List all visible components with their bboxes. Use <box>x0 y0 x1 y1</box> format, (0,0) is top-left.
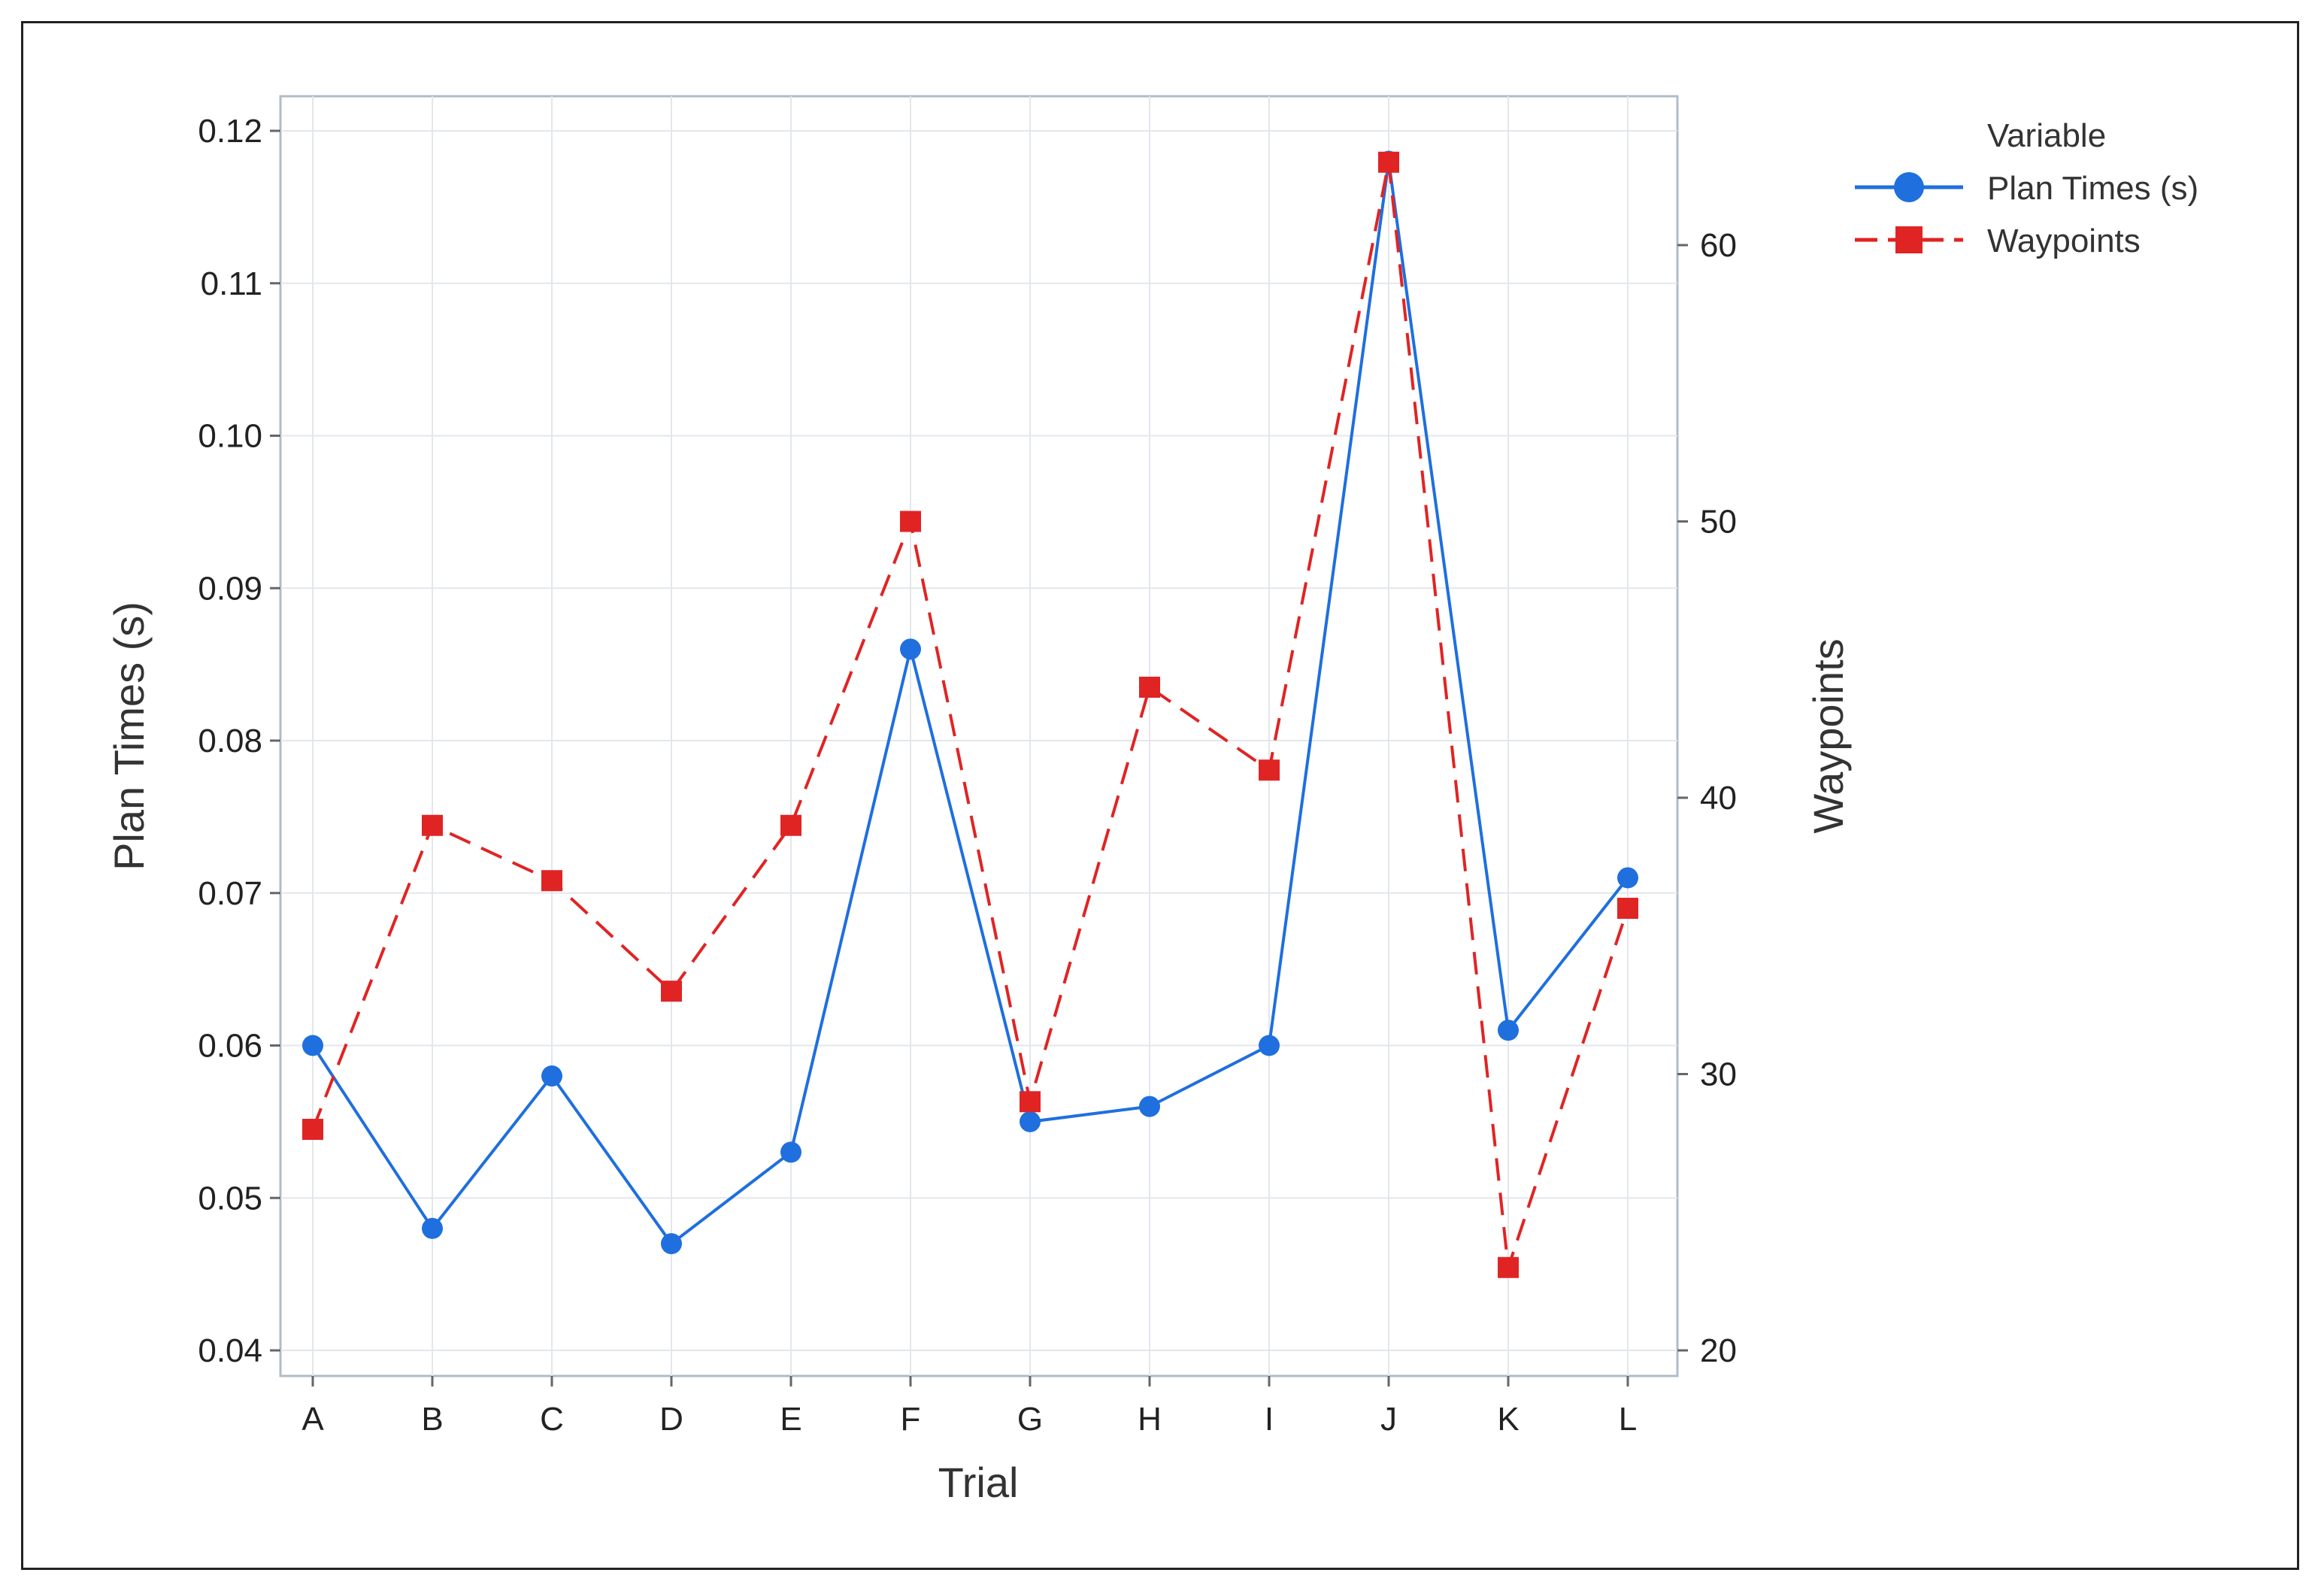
x-axis-title: Trial <box>938 1459 1019 1506</box>
waypoints-point-J <box>1378 151 1399 173</box>
waypoints-point-C <box>541 870 562 892</box>
x-tick-label: C <box>540 1401 564 1438</box>
left-y-tick-label: 0.07 <box>198 875 262 912</box>
legend: Variable Plan Times (s) Waypoints <box>1855 117 2198 259</box>
waypoints-point-I <box>1259 759 1280 781</box>
left-y-tick-label: 0.06 <box>198 1028 262 1065</box>
plan-times-point-E <box>780 1141 801 1163</box>
x-tick-label: D <box>659 1401 683 1438</box>
plan-times-line <box>311 161 1629 1246</box>
plot-area <box>279 95 1679 1377</box>
x-tick-label: L <box>1619 1401 1637 1438</box>
plan-times-point-B <box>422 1217 443 1239</box>
chart-frame: 0.04 0.05 0.06 0.07 0.08 0.09 0.10 0.11 0.12 A B C D… <box>21 21 2299 1570</box>
plan-times-point-K <box>1498 1020 1519 1041</box>
x-tick-label: F <box>901 1401 921 1438</box>
x-tick-label: J <box>1380 1401 1397 1438</box>
left-y-tick-label: 0.12 <box>198 113 262 150</box>
x-tick-label: I <box>1265 1401 1274 1438</box>
right-y-tick-label: 50 <box>1700 504 1737 541</box>
x-tick-label: H <box>1138 1401 1162 1438</box>
plan-times-point-C <box>541 1065 562 1087</box>
plan-times-point-A <box>302 1035 323 1056</box>
left-y-tick-label: 0.08 <box>198 723 262 759</box>
x-tick-label: E <box>780 1401 801 1438</box>
waypoints-point-K <box>1498 1256 1519 1278</box>
plan-times-point-H <box>1139 1095 1160 1117</box>
legend-plan-times-marker <box>1894 172 1924 202</box>
dual-axis-line-chart: 0.04 0.05 0.06 0.07 0.08 0.09 0.10 0.11 0.12 A B C D… <box>105 95 2198 1506</box>
plan-times-point-G <box>1020 1111 1041 1132</box>
waypoints-point-D <box>661 980 682 1002</box>
x-tick-label: K <box>1497 1401 1519 1438</box>
plan-times-point-D <box>661 1233 682 1255</box>
left-y-tick-label: 0.04 <box>198 1332 262 1369</box>
waypoints-point-G <box>1020 1091 1041 1113</box>
plan-times-point-F <box>900 638 921 660</box>
left-y-tick-label: 0.05 <box>198 1180 262 1217</box>
waypoints-line <box>311 162 1629 1268</box>
series-layer <box>302 150 1638 1278</box>
waypoints-point-A <box>302 1119 323 1140</box>
legend-plan-times-label: Plan Times (s) <box>1987 170 2198 207</box>
legend-waypoints-label: Waypoints <box>1987 223 2141 259</box>
right-y-tick-label: 60 <box>1700 227 1737 264</box>
waypoints-point-L <box>1617 898 1638 919</box>
waypoints-point-F <box>900 511 921 532</box>
axes: 0.04 0.05 0.06 0.07 0.08 0.09 0.10 0.11 0.12 A B C D… <box>198 113 1737 1438</box>
x-tick-label: G <box>1017 1401 1043 1438</box>
left-y-tick-label: 0.11 <box>201 265 262 302</box>
right-y-axis-title: Waypoints <box>1804 638 1852 833</box>
plan-times-point-L <box>1617 867 1638 889</box>
legend-waypoints-marker <box>1895 226 1923 253</box>
grid-lines <box>280 96 1677 1376</box>
waypoints-point-E <box>780 814 801 836</box>
right-y-tick-label: 40 <box>1700 780 1737 817</box>
left-y-tick-label: 0.10 <box>198 418 262 455</box>
left-y-tick-label: 0.09 <box>198 570 262 607</box>
left-y-axis-title: Plan Times (s) <box>105 602 153 871</box>
waypoints-point-H <box>1139 677 1160 698</box>
legend-title: Variable <box>1987 117 2106 154</box>
right-y-tick-label: 20 <box>1700 1332 1737 1369</box>
x-tick-label: B <box>421 1401 443 1438</box>
waypoints-point-B <box>422 814 443 836</box>
plan-times-point-I <box>1259 1035 1280 1056</box>
right-y-tick-label: 30 <box>1700 1056 1737 1093</box>
x-tick-label: A <box>301 1401 324 1438</box>
